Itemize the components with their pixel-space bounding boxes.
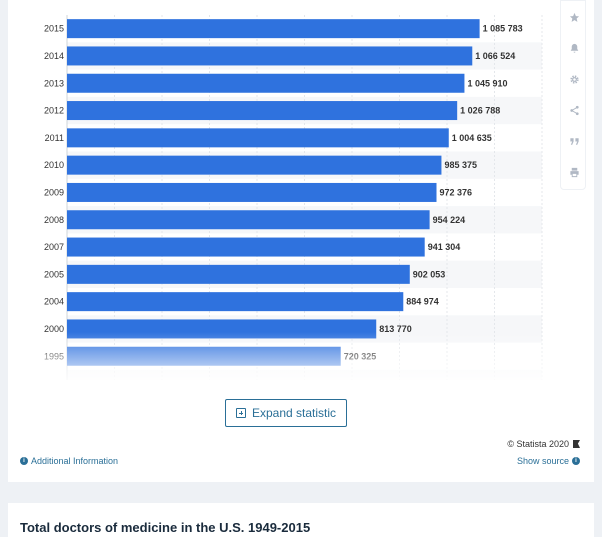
value-label: 720 325 bbox=[344, 351, 377, 361]
bar bbox=[67, 319, 377, 339]
bar bbox=[67, 237, 425, 257]
print-icon bbox=[569, 167, 579, 177]
bar bbox=[67, 264, 410, 284]
category-label: 2015 bbox=[44, 24, 64, 34]
flag-icon bbox=[573, 440, 580, 448]
category-label: 2008 bbox=[44, 215, 64, 225]
category-label: 2007 bbox=[44, 242, 64, 252]
category-label: 2014 bbox=[44, 51, 64, 61]
bar bbox=[67, 210, 430, 230]
info-icon: i bbox=[20, 457, 28, 465]
category-label: 2004 bbox=[44, 297, 64, 307]
show-source-link[interactable]: Show source i bbox=[517, 456, 580, 466]
bar bbox=[67, 46, 473, 66]
bar-chart: 2015 1 085 783 2014 1 066 524 2013 1 045 910 2… bbox=[44, 15, 543, 380]
category-label: 2010 bbox=[44, 160, 64, 170]
favorite-button[interactable] bbox=[561, 3, 587, 31]
value-label: 813 770 bbox=[379, 324, 412, 334]
show-source-label: Show source bbox=[516, 456, 569, 466]
bar bbox=[67, 155, 442, 175]
expand-plus-icon bbox=[235, 408, 246, 418]
value-label: 1 026 788 bbox=[460, 106, 500, 116]
category-label: 2005 bbox=[44, 269, 64, 279]
additional-information-link[interactable]: i Additional Information bbox=[20, 456, 118, 466]
category-label: 2011 bbox=[45, 133, 64, 143]
bell-icon bbox=[570, 43, 578, 53]
expand-statistic-button[interactable]: Expand statistic bbox=[225, 399, 347, 427]
bar bbox=[67, 292, 404, 312]
value-label: 902 053 bbox=[413, 269, 446, 279]
category-label: 2013 bbox=[44, 78, 64, 88]
bar bbox=[67, 73, 465, 93]
value-label: 985 375 bbox=[444, 160, 477, 170]
gear-icon bbox=[569, 74, 579, 84]
side-toolbar bbox=[560, 0, 586, 190]
value-label: 972 376 bbox=[440, 187, 473, 197]
category-label: 1995 bbox=[44, 351, 64, 361]
related-statistic-title[interactable]: Total doctors of medicine in the U.S. 19… bbox=[20, 520, 311, 535]
print-button[interactable] bbox=[561, 158, 587, 186]
chart-area: 2015 1 085 783 2014 1 066 524 2013 1 045 910 2… bbox=[8, 0, 548, 380]
settings-button[interactable] bbox=[561, 65, 587, 93]
category-label: 2000 bbox=[44, 324, 64, 334]
copyright: © Statista 2020 bbox=[507, 439, 580, 449]
chart-card: 2015 1 085 783 2014 1 066 524 2013 1 045 910 2… bbox=[8, 0, 594, 482]
cite-button[interactable] bbox=[561, 127, 587, 155]
star-icon bbox=[569, 12, 579, 22]
bar bbox=[67, 182, 437, 202]
bar bbox=[67, 346, 341, 366]
additional-information-label: Additional Information bbox=[31, 456, 119, 466]
value-label: 1 066 524 bbox=[475, 51, 515, 61]
value-label: 884 974 bbox=[406, 297, 439, 307]
value-label: 1 045 910 bbox=[467, 78, 507, 88]
quote-icon bbox=[569, 137, 579, 145]
notification-button[interactable] bbox=[561, 34, 587, 62]
value-label: 954 224 bbox=[433, 215, 466, 225]
expand-statistic-label: Expand statistic bbox=[251, 406, 337, 420]
category-label: 2009 bbox=[44, 187, 64, 197]
value-label: 1 004 635 bbox=[452, 133, 492, 143]
bar bbox=[67, 101, 458, 121]
share-button[interactable] bbox=[561, 96, 587, 124]
info-icon: i bbox=[572, 457, 580, 465]
related-statistic-card: Total doctors of medicine in the U.S. 19… bbox=[8, 503, 594, 537]
bar bbox=[67, 128, 449, 148]
value-label: 941 304 bbox=[428, 242, 461, 252]
value-label: 1 085 783 bbox=[483, 24, 523, 34]
share-icon bbox=[569, 105, 579, 115]
category-label: 2012 bbox=[44, 106, 64, 116]
bar bbox=[67, 19, 480, 39]
copyright-text: © Statista 2020 bbox=[507, 439, 569, 449]
